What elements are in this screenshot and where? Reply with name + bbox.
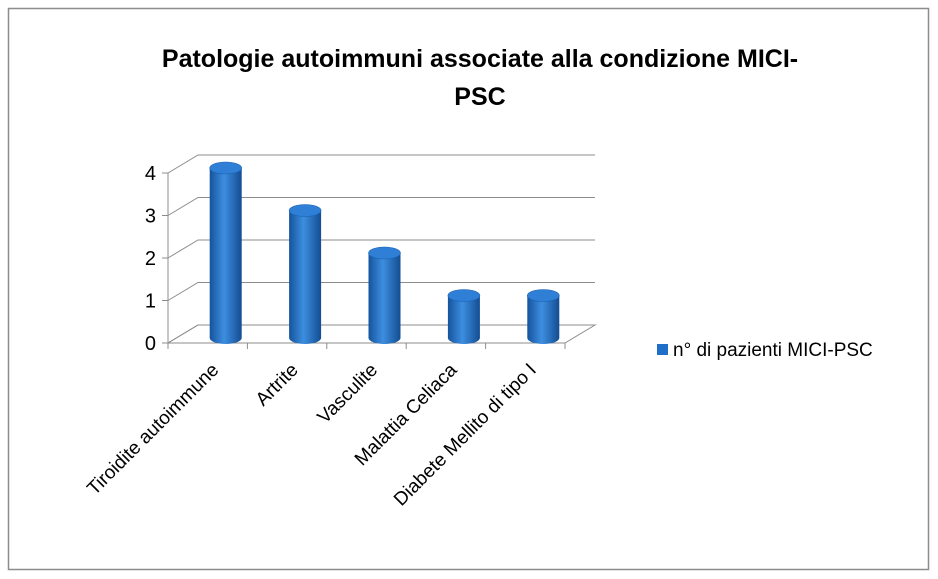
bar — [368, 253, 401, 344]
bar-top — [447, 289, 481, 302]
y-tick-label: 2 — [145, 248, 156, 270]
chart-frame — [7, 7, 930, 571]
bar — [447, 295, 480, 344]
y-tick-label: 0 — [145, 333, 156, 355]
bar — [527, 295, 560, 344]
y-tick-label: 3 — [145, 206, 156, 228]
grid-line — [167, 154, 595, 174]
y-tick-label: 4 — [145, 163, 156, 185]
bar-top — [209, 161, 242, 175]
y-tick-label: 1 — [145, 291, 156, 313]
grid-line — [167, 197, 595, 216]
grid-line — [167, 282, 595, 301]
bar-top — [288, 204, 322, 217]
grid-line — [167, 239, 595, 259]
bar — [209, 168, 242, 344]
legend-label: n° di pazienti MICI-PSC — [673, 340, 873, 361]
bar-top — [368, 246, 401, 260]
chart-title: Patologie autoimmuni associate alla cond… — [161, 45, 799, 111]
bar — [289, 210, 322, 344]
bar-top — [526, 289, 560, 302]
legend-swatch — [657, 344, 668, 355]
